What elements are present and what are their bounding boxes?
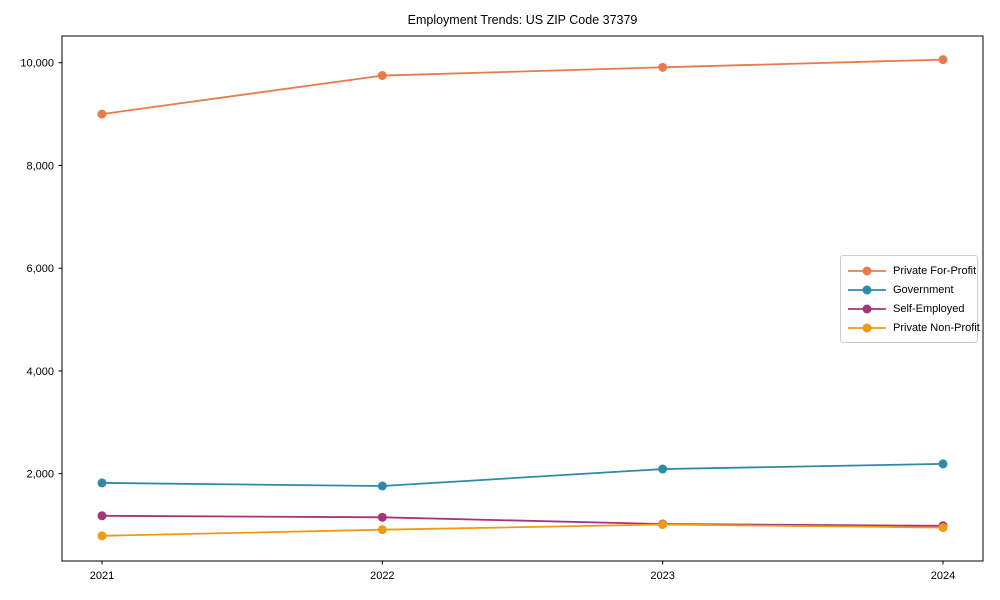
data-point-marker (377, 71, 387, 81)
series-line (101, 514, 944, 527)
data-point-marker (658, 464, 668, 474)
data-point-marker (97, 478, 107, 488)
data-point-marker (377, 481, 387, 491)
x-tick-label: 2024 (931, 570, 955, 582)
legend-marker-icon (848, 266, 886, 275)
series-line (101, 463, 944, 487)
data-point-marker (938, 459, 948, 469)
data-point-marker (938, 55, 948, 65)
series-line (101, 523, 944, 537)
data-point-marker (97, 531, 107, 541)
legend-item: Private For-Profit (848, 261, 976, 280)
legend-marker-icon (848, 285, 886, 294)
legend-marker-icon (848, 323, 886, 332)
data-point-marker (97, 511, 107, 521)
data-point-marker (97, 109, 107, 119)
x-tick-label: 2023 (650, 570, 674, 582)
y-tick-label: 2,000 (26, 469, 54, 481)
legend-label: Private Non-Profit (893, 321, 980, 334)
chart-title: Employment Trends: US ZIP Code 37379 (407, 13, 638, 27)
x-tick-label: 2022 (370, 570, 394, 582)
x-tick-label: 2021 (90, 570, 114, 582)
data-point-marker (658, 62, 668, 72)
data-point-marker (658, 520, 668, 530)
legend-label: Government (893, 283, 954, 296)
chart-legend: Private For-Profit Government Self-Employe… (840, 255, 980, 343)
series-line (101, 58, 944, 115)
data-point-marker (377, 512, 387, 522)
legend-marker-icon (848, 304, 886, 313)
legend-label: Self-Employed (893, 302, 965, 315)
y-tick-label: 10,000 (20, 58, 54, 70)
legend-item: Private Non-Profit (848, 318, 980, 337)
data-point-marker (377, 525, 387, 535)
legend-item: Government (848, 280, 970, 299)
axes-frame (61, 35, 984, 562)
legend-item: Self-Employed (848, 299, 970, 318)
legend-label: Private For-Profit (893, 264, 977, 277)
y-tick-label: 6,000 (26, 263, 54, 275)
data-point-marker (938, 523, 948, 533)
y-tick-label: 8,000 (26, 160, 54, 172)
y-tick-label: 4,000 (26, 366, 54, 378)
